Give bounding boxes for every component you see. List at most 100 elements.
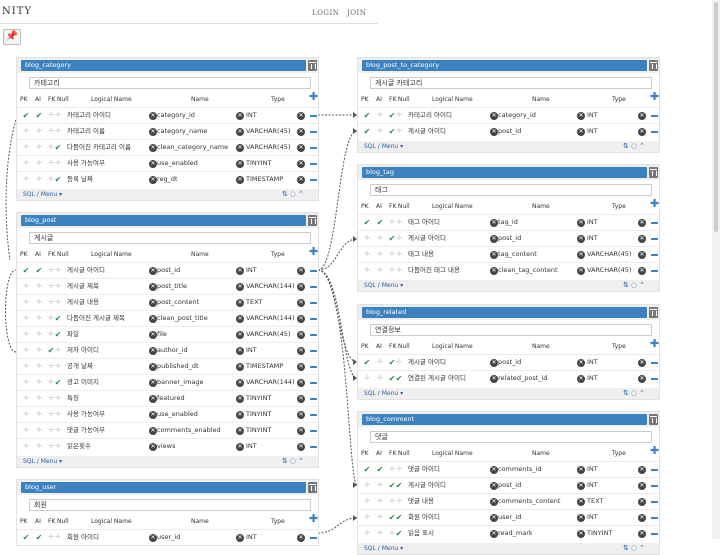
ai-checkbox[interactable]: ✛ xyxy=(36,143,42,151)
nul-checkbox[interactable]: ✛ xyxy=(396,497,402,505)
column-name-field[interactable]: clean_post_title xyxy=(157,314,208,322)
chevron-up-icon[interactable]: ⌃ xyxy=(638,544,647,552)
column-type-field[interactable]: TINYINT xyxy=(246,159,272,167)
column-name-field[interactable]: read_mark xyxy=(498,529,533,537)
ai-checkbox[interactable]: ✛ xyxy=(377,481,383,489)
ai-checkbox[interactable]: ✛ xyxy=(36,394,42,402)
fk-checkbox[interactable]: ✛ xyxy=(48,111,54,119)
nul-checkbox[interactable]: ✔ xyxy=(395,529,403,538)
pk-checkbox[interactable]: ✛ xyxy=(23,143,29,151)
minus-icon[interactable] xyxy=(310,270,317,272)
column-type-field[interactable]: TINYINT xyxy=(587,529,613,537)
column-name-field[interactable]: post_id xyxy=(498,234,522,242)
fk-checkbox[interactable]: ✛ xyxy=(48,442,54,450)
fk-checkbox[interactable]: ✛ xyxy=(48,127,54,135)
logical-name-field[interactable]: 파일 xyxy=(67,330,79,338)
fk-checkbox[interactable]: ✛ xyxy=(389,250,395,258)
close-icon[interactable]: ✕ xyxy=(297,160,305,168)
table-blog-tag[interactable]: blog_tag 태그 PK AI FK Null Logical Name Name Type… xyxy=(357,164,660,292)
comment-icon[interactable]: ◌ xyxy=(630,389,639,397)
nul-checkbox[interactable]: ✛ xyxy=(55,159,61,167)
sort-icon[interactable]: ⇅ xyxy=(623,142,631,150)
close-icon[interactable]: ✕ xyxy=(297,379,305,387)
logical-name-field[interactable]: 읽음 표시 xyxy=(408,529,434,537)
close-icon[interactable]: ✕ xyxy=(297,534,305,542)
column-name-field[interactable]: banner_image xyxy=(157,378,204,386)
column-name-field[interactable]: category_id xyxy=(157,111,195,119)
column-type-field[interactable]: VARCHAR(45) xyxy=(587,250,632,258)
ai-checkbox[interactable]: ✛ xyxy=(36,426,42,434)
table-title-bar[interactable]: blog_comment xyxy=(362,414,647,425)
ai-checkbox[interactable]: ✛ xyxy=(377,234,383,242)
close-icon[interactable]: ✕ xyxy=(638,482,646,490)
close-icon[interactable]: ✕ xyxy=(236,283,244,291)
chevron-up-icon[interactable]: ⌃ xyxy=(638,389,647,397)
sql-menu-button[interactable]: SQL / Menu ▾ xyxy=(364,282,404,289)
minus-icon[interactable] xyxy=(310,286,317,288)
column-row[interactable]: ✛ ✛ ✔ ✔ 연결된 게시글 아이디 ✕ related_post_id ✕ INT ✕ xyxy=(358,370,659,386)
fk-checkbox[interactable]: ✛ xyxy=(48,266,54,274)
nul-checkbox[interactable]: ✔ xyxy=(395,513,403,522)
close-icon[interactable]: ✕ xyxy=(236,443,244,451)
logical-name-field[interactable]: 댓글 아이디 xyxy=(408,465,440,473)
column-type-field[interactable]: INT xyxy=(587,358,598,366)
logical-name-field[interactable]: 게시글 내용 xyxy=(67,298,99,306)
nul-checkbox[interactable]: ✛ xyxy=(396,266,402,274)
column-name-field[interactable]: use_enabled xyxy=(157,410,198,418)
column-row[interactable]: ✔ ✔ ✛ ✛ 게시글 아이디 ✕ post_id ✕ INT ✕ xyxy=(17,262,318,278)
close-icon[interactable]: ✕ xyxy=(490,514,498,522)
logical-name-field[interactable]: 댓글 내용 xyxy=(408,497,434,505)
nul-checkbox[interactable]: ✛ xyxy=(55,362,61,370)
trash-icon[interactable] xyxy=(308,215,317,226)
column-name-field[interactable]: post_id xyxy=(498,481,522,489)
ai-checkbox[interactable]: ✛ xyxy=(36,346,42,354)
column-name-field[interactable]: post_id xyxy=(498,358,522,366)
vertical-scrollbar[interactable] xyxy=(712,0,720,539)
minus-icon[interactable] xyxy=(651,362,658,364)
fk-checkbox[interactable]: ✛ xyxy=(48,159,54,167)
close-icon[interactable]: ✕ xyxy=(490,375,498,383)
column-name-field[interactable]: tag_content xyxy=(498,250,537,258)
trash-icon[interactable] xyxy=(649,307,658,318)
column-name-field[interactable]: author_id xyxy=(157,346,188,354)
close-icon[interactable]: ✕ xyxy=(577,251,585,259)
close-icon[interactable]: ✕ xyxy=(490,359,498,367)
column-name-field[interactable]: post_title xyxy=(157,282,187,290)
column-type-field[interactable]: VARCHAR(144) xyxy=(246,314,295,322)
pk-checkbox[interactable]: ✛ xyxy=(364,481,370,489)
close-icon[interactable]: ✕ xyxy=(236,363,244,371)
close-icon[interactable]: ✕ xyxy=(490,235,498,243)
column-name-field[interactable]: clean_category_name xyxy=(157,143,229,151)
minus-icon[interactable] xyxy=(651,222,658,224)
ai-checkbox[interactable]: ✛ xyxy=(36,175,42,183)
sql-menu-button[interactable]: SQL / Menu ▾ xyxy=(23,191,63,198)
close-icon[interactable]: ✕ xyxy=(490,112,498,120)
column-name-field[interactable]: file xyxy=(157,330,167,338)
nul-checkbox[interactable]: ✛ xyxy=(55,394,61,402)
column-type-field[interactable]: VARCHAR(144) xyxy=(246,378,295,386)
minus-icon[interactable] xyxy=(310,147,317,149)
column-row[interactable]: ✛ ✛ ✛ ✛ 댓글 내용 ✕ comments_content ✕ TEXT ✕ xyxy=(358,493,659,509)
close-icon[interactable]: ✕ xyxy=(236,395,244,403)
column-name-field[interactable]: comments_id xyxy=(498,465,542,473)
column-type-field[interactable]: INT xyxy=(587,234,598,242)
minus-icon[interactable] xyxy=(310,115,317,117)
logical-name-field[interactable]: 연결된 게시글 아이디 xyxy=(408,374,466,382)
logical-name-field[interactable]: 공개 날짜 xyxy=(67,362,93,370)
fk-checkbox[interactable]: ✛ xyxy=(48,330,54,338)
ai-checkbox[interactable]: ✛ xyxy=(36,442,42,450)
close-icon[interactable]: ✕ xyxy=(149,379,157,387)
table-blog-related[interactable]: blog_related 연결정보 PK AI FK Null Logical Name Na… xyxy=(357,304,660,400)
column-type-field[interactable]: INT xyxy=(587,481,598,489)
close-icon[interactable]: ✕ xyxy=(149,411,157,419)
minus-icon[interactable] xyxy=(651,115,658,117)
sql-menu-button[interactable]: SQL / Menu ▾ xyxy=(364,545,404,552)
column-name-field[interactable]: category_name xyxy=(157,127,208,135)
close-icon[interactable]: ✕ xyxy=(297,283,305,291)
column-type-field[interactable]: INT xyxy=(587,513,598,521)
column-row[interactable]: ✛ ✛ ✛ ✔ 다듬어진 카테고리 이름 ✕ clean_category_name ✕ VAR… xyxy=(17,139,318,155)
plus-icon[interactable]: ✚ xyxy=(309,90,319,103)
close-icon[interactable]: ✕ xyxy=(638,359,646,367)
table-title-bar[interactable]: blog_related xyxy=(362,307,647,318)
pk-checkbox[interactable]: ✛ xyxy=(364,529,370,537)
